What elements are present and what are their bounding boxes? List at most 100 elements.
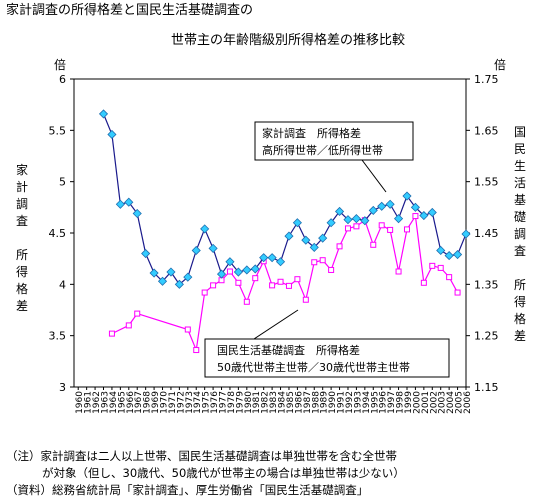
kokumin-data-point	[277, 278, 284, 285]
axis-title-char: 差	[513, 329, 526, 343]
kakei-data-point	[318, 233, 328, 243]
kakei-annotation-line1: 家計調査 所得格差	[262, 126, 361, 140]
kakei-data-point	[132, 208, 142, 219]
kokumin-data-point	[201, 289, 208, 296]
kakei-data-point	[419, 210, 429, 221]
kakei-data-point	[461, 229, 471, 239]
x-axis-tick-label: 1997	[387, 391, 397, 414]
axis-title-char: 基	[513, 193, 526, 207]
x-axis-tick-label: 1982	[261, 391, 271, 414]
kakei-data-point	[115, 199, 125, 209]
x-axis-tick-label: 1985	[286, 391, 296, 414]
kokumin-data-point	[420, 279, 427, 286]
kokumin-data-point	[193, 347, 200, 354]
x-axis-tick-label: 1990	[328, 391, 338, 414]
kakei-data-point	[275, 257, 286, 267]
axis-title-char: 得	[513, 295, 526, 309]
kakei-data-point	[183, 272, 193, 282]
kokumin-data-point	[446, 274, 453, 281]
right-axis-tick-label: 1.15	[474, 381, 499, 394]
right-axis-tick-label: 1.75	[474, 73, 499, 86]
kakei-data-point	[410, 202, 420, 212]
kakei-data-point	[284, 231, 294, 241]
x-axis-tick-label: 1969	[151, 391, 161, 414]
kokumin-callout-line	[253, 309, 299, 340]
axis-title-char: 活	[513, 176, 526, 190]
kakei-data-point	[292, 218, 302, 228]
x-axis-tick-label: 1965	[117, 391, 127, 414]
kakei-data-point	[377, 201, 387, 211]
note-line2: が対象（但し、30歳代、50歳代が世帯主の場合は単独世帯は少ない）	[42, 466, 405, 480]
axis-title-char: 査	[513, 244, 526, 258]
kakei-data-point	[360, 216, 370, 226]
kakei-data-point	[233, 267, 243, 277]
x-axis-tick-label: 1964	[109, 391, 119, 414]
kakei-data-point	[250, 264, 260, 274]
kokumin-annotation-line2: 50歳代世帯主世帯／30歳代世帯主世帯	[217, 361, 410, 374]
kakei-data-point	[267, 253, 277, 263]
left-axis-unit: 倍	[54, 57, 66, 72]
chart-title-line2: 世帯主の年齢階級別所得格差の推移比較	[171, 33, 406, 48]
kokumin-data-point	[184, 326, 191, 333]
x-axis-tick-label: 1976	[210, 391, 220, 414]
x-axis-tick-label: 1978	[227, 391, 237, 414]
right-axis-unit: 倍	[494, 57, 506, 72]
kokumin-data-point	[387, 226, 394, 233]
x-axis-tick-label: 1975	[202, 391, 212, 414]
note-line3: （資料）総務省統計局「家計調査」、厚生労働省「国民生活基礎調査」	[6, 483, 369, 497]
x-axis-tick-label: 1988	[311, 391, 321, 414]
kakei-data-point	[368, 205, 378, 215]
right-axis-tick-label: 1.55	[474, 176, 499, 189]
kakei-data-point	[98, 109, 109, 119]
x-axis-tick-label: 1999	[404, 391, 414, 414]
axis-title-char: 格	[15, 282, 28, 296]
kokumin-data-point	[302, 296, 309, 303]
kakei-annotation-box	[254, 121, 414, 161]
kokumin-data-point	[210, 282, 217, 289]
x-axis-tick-label: 1986	[294, 391, 304, 414]
kakei-data-point	[174, 279, 184, 289]
kakei-data-point	[225, 257, 235, 267]
x-axis-tick-label: 1971	[168, 391, 178, 414]
kokumin-data-point	[378, 222, 385, 229]
right-axis-title: 国民生活基礎調査 所得格差	[512, 124, 528, 345]
x-axis-tick-label: 2001	[421, 391, 431, 414]
left-axis-title: 家計調査 所得格差	[14, 162, 30, 315]
kokumin-data-point	[125, 322, 132, 329]
kokumin-annotation-line1: 国民生活基礎調査 所得格差	[217, 343, 360, 357]
kokumin-data-point	[235, 279, 242, 286]
x-axis-tick-label: 1970	[160, 391, 170, 414]
kokumin-data-point	[454, 289, 461, 296]
kakei-data-point	[208, 243, 218, 253]
x-axis-tick-label: 1981	[252, 391, 262, 414]
kakei-data-point	[200, 224, 210, 234]
axis-title-char: 格	[513, 312, 526, 326]
axis-title-char: 所	[513, 278, 526, 292]
kakei-data-point	[334, 206, 345, 217]
x-axis-tick-label: 2004	[446, 391, 456, 414]
x-axis-tick-label: 1962	[92, 391, 102, 414]
x-axis-tick-label: 1960	[75, 391, 85, 414]
kakei-data-point	[343, 215, 353, 225]
kokumin-data-point	[243, 298, 250, 305]
kokumin-data-point	[429, 262, 436, 269]
kakei-data-point	[385, 199, 395, 209]
right-axis-tick-label: 1.35	[474, 278, 499, 291]
x-axis-tick-label: 1977	[219, 391, 229, 414]
kokumin-data-point	[108, 330, 115, 337]
x-axis-tick-label: 1993	[353, 391, 363, 414]
kokumin-data-point	[353, 223, 360, 230]
axis-title-char: 査	[15, 214, 28, 228]
kakei-data-point	[301, 235, 311, 245]
kakei-data-point	[242, 265, 252, 275]
x-axis-tick-label: 1987	[303, 391, 313, 414]
axis-title-char: 民	[513, 142, 526, 156]
axis-title-char: 国	[513, 125, 526, 139]
kakei-data-point	[149, 268, 159, 278]
x-axis-tick-label: 1972	[176, 391, 186, 414]
x-axis-tick-label: 1983	[269, 391, 279, 414]
kokumin-data-point	[395, 268, 402, 275]
kakei-data-point	[427, 207, 437, 218]
x-axis-tick-label: 1994	[362, 391, 372, 414]
kakei-data-point	[351, 214, 361, 224]
